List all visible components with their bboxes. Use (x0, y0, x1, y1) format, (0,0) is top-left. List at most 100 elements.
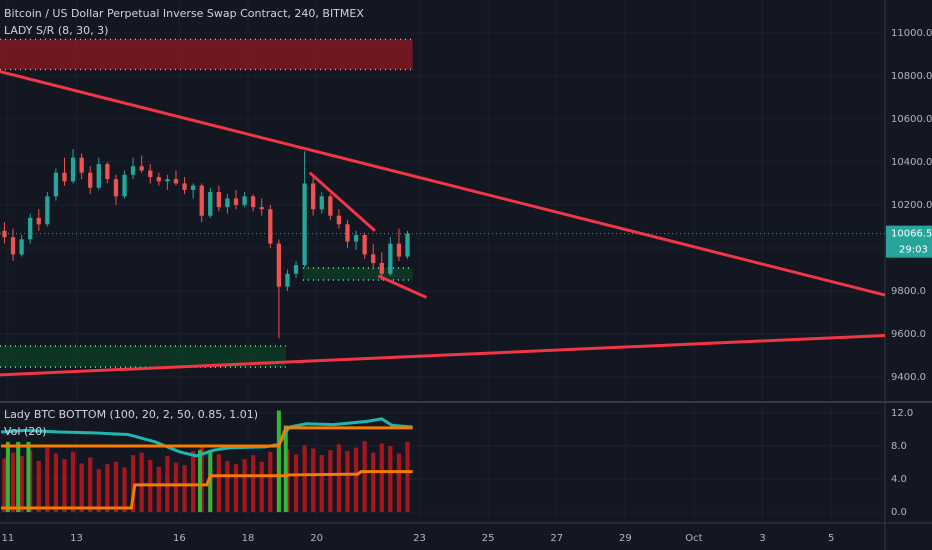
volume-bar (242, 459, 247, 513)
lower-tick-label: 12.0 (891, 408, 913, 419)
candle-body (319, 196, 324, 210)
candle-body (388, 243, 393, 274)
indicator-line (1, 470, 413, 510)
y-tick-label: 10800.0 (891, 71, 932, 82)
volume-bar (396, 453, 402, 513)
volume-bar (388, 446, 393, 513)
signal-bar (208, 450, 213, 513)
signal-bar (276, 410, 281, 513)
y-tick-label: 10200.0 (891, 200, 932, 211)
last-price-box (886, 225, 932, 258)
trend-line (308, 171, 376, 232)
candle-body (62, 172, 67, 182)
x-tick-label: 25 (482, 533, 495, 544)
signal-bar (197, 450, 202, 513)
volume-bar (302, 445, 307, 513)
x-tick-label: Oct (685, 533, 702, 544)
candle-body (225, 198, 230, 208)
x-tick-label: 29 (619, 533, 632, 544)
candle-body (276, 243, 282, 287)
volume-bar (190, 450, 196, 513)
candle-body (371, 254, 376, 264)
y-tick-label: 10600.0 (891, 114, 932, 125)
x-tick-label: 13 (70, 533, 83, 544)
y-tick-label: 10400.0 (891, 157, 932, 168)
volume-bar (336, 444, 342, 513)
candle-body (302, 183, 307, 266)
volume-bar (353, 447, 359, 513)
volume-bar (268, 451, 273, 513)
x-tick-label: 11 (2, 533, 15, 544)
sr-zone (0, 39, 413, 70)
candle-body (396, 243, 402, 257)
candle-body (345, 224, 350, 242)
candle-body (88, 172, 93, 188)
volume-bar (225, 460, 230, 513)
x-tick-label: 27 (550, 533, 563, 544)
candle-body (53, 172, 59, 197)
volume-bar (311, 448, 316, 513)
volume-bar (62, 459, 67, 513)
trend-line (377, 274, 427, 299)
candle-body (259, 207, 264, 210)
x-tick-label: 3 (759, 533, 765, 544)
candle-body (70, 157, 76, 182)
volume-bar (19, 455, 24, 513)
indicator-title: LADY S/R (8, 30, 3) (4, 24, 108, 37)
volume-bar (10, 452, 16, 513)
signal-bar (26, 441, 31, 513)
volume-bar (139, 452, 144, 513)
countdown-label: 29:03 (899, 245, 928, 256)
volume-title: Vol (20) (4, 425, 47, 438)
candle-body (242, 196, 247, 205)
signal-bar (5, 441, 10, 513)
candle-body (336, 215, 342, 225)
sr-zone (302, 267, 413, 280)
candle-body (379, 263, 384, 274)
volume-bar (105, 464, 110, 513)
candle-body (28, 217, 33, 240)
candle-body (156, 176, 161, 182)
volume-bar (379, 443, 384, 513)
x-tick-label: 20 (310, 533, 323, 544)
candle-body (216, 192, 221, 208)
x-tick-label: 16 (173, 533, 186, 544)
candle-body (45, 196, 50, 225)
candle-body (139, 166, 144, 171)
candle-body (311, 183, 316, 210)
lower-title: Lady BTC BOTTOM (100, 20, 2, 50, 0.85, 1… (4, 408, 258, 421)
volume-bar (53, 453, 59, 513)
trend-line (0, 333, 886, 377)
candle-body (251, 196, 256, 208)
candle-body (173, 179, 179, 184)
candle-body (10, 237, 16, 255)
candle-body (190, 185, 196, 190)
candle-body (79, 157, 84, 173)
volume-bar (362, 441, 367, 513)
indicator-line (0, 417, 413, 458)
candle-body (285, 273, 290, 287)
x-tick-label: 23 (413, 533, 426, 544)
candle-body (362, 235, 367, 255)
candle-body (122, 174, 127, 197)
volume-bar (293, 454, 299, 513)
lower-tick-label: 0.0 (891, 507, 907, 518)
volume-bar (156, 466, 161, 513)
candle-body (96, 164, 101, 188)
volume-bar (88, 457, 93, 513)
candle-body (113, 179, 119, 197)
indicator-line (1, 426, 413, 448)
candle-body (105, 164, 110, 180)
volume-bar (79, 463, 84, 513)
y-tick-label: 11000.0 (891, 28, 932, 39)
volume-bar (405, 441, 410, 513)
y-tick-label: 9800.0 (891, 286, 926, 297)
signal-bar (283, 425, 288, 513)
candle-body (233, 198, 239, 205)
x-tick-label: 18 (242, 533, 255, 544)
candle-body (182, 183, 187, 190)
candle-body (148, 170, 153, 177)
volume-bar (70, 451, 76, 513)
